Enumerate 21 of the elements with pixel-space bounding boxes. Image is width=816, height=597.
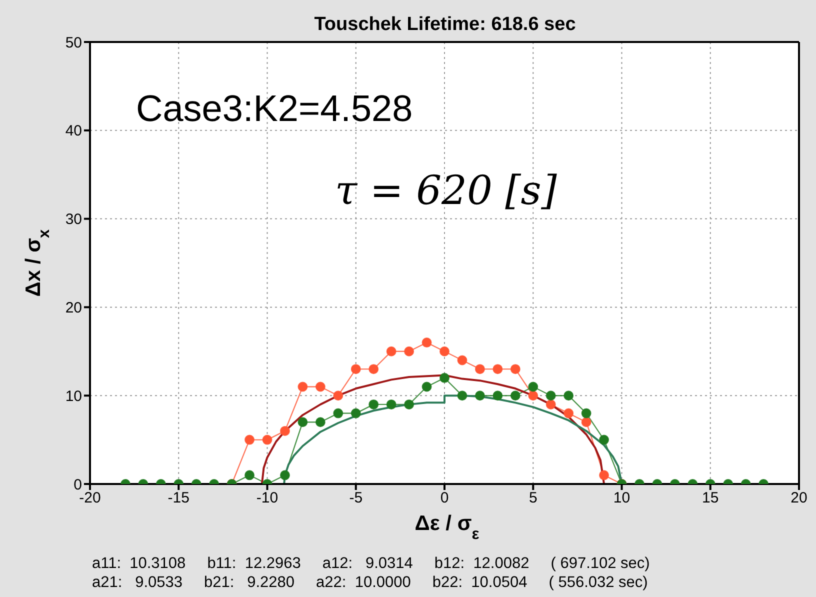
y-tick-label: 10: [65, 388, 82, 405]
x-tick-label: 10: [613, 490, 630, 507]
x-tick-label: 20: [790, 490, 808, 507]
annotation: τ = 620 [s]: [335, 168, 557, 214]
text: a11: 10.3108 b11: 12.2963 a12: 9.0314 b12: 12.0082 ( 697.102 sec): [92, 555, 650, 573]
y-tick-label: 50: [65, 34, 82, 52]
annotation: Case3:K2=4.528: [136, 88, 413, 130]
y-tick-label: 40: [65, 122, 82, 140]
x-tick-label: 0: [440, 490, 449, 507]
x-tick-label: 15: [702, 490, 719, 507]
x-tick-label: -15: [168, 490, 190, 507]
x-tick-label: -20: [79, 490, 101, 507]
x-tick-label: -10: [256, 490, 278, 507]
x-tick-label: -5: [349, 490, 363, 507]
text: a21: 9.0533 b21: 9.2280 a22: 10.0000 b22: 10.0504 ( 556.032 sec): [92, 574, 648, 592]
y-tick-label: 0: [74, 476, 82, 494]
y-tick-label: 30: [65, 211, 82, 228]
y-tick-label: 20: [65, 300, 82, 317]
x-tick-label: 5: [528, 490, 538, 507]
x-axis-title: Δε / σ$_{ε}$: [414, 512, 480, 542]
chart-title: Touschek Lifetime: 618.6 sec: [314, 14, 576, 35]
